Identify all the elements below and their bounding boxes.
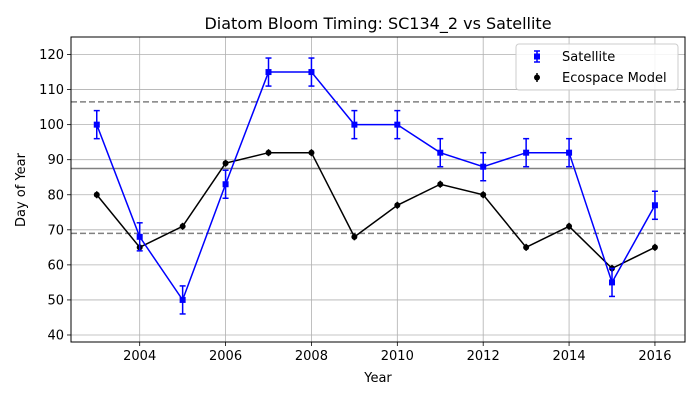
series-satellite xyxy=(93,57,658,315)
y-tick-label: 120 xyxy=(39,48,64,63)
x-tick-label: 2008 xyxy=(295,349,328,364)
data-point-circle xyxy=(351,233,358,240)
y-tick-label: 70 xyxy=(47,223,64,238)
data-point-square xyxy=(222,181,229,188)
data-point-circle xyxy=(93,191,100,198)
data-point-square xyxy=(566,149,573,156)
data-point-square xyxy=(523,149,530,156)
data-point-square xyxy=(308,69,315,76)
series-line xyxy=(96,151,656,270)
legend-item-ecospace-model: Ecospace Model xyxy=(534,71,667,86)
x-tick-label: 2006 xyxy=(209,349,242,364)
x-tick-label: 2004 xyxy=(123,349,156,364)
y-tick-label: 50 xyxy=(47,293,64,308)
y-tick-label: 60 xyxy=(47,258,64,273)
data-point-circle xyxy=(480,191,487,198)
x-axis-label: Year xyxy=(363,371,392,386)
x-axis-ticks: 2004 2006 2008 2010 2012 2014 2016 xyxy=(123,342,671,364)
data-point-circle xyxy=(179,223,186,230)
data-point-square xyxy=(179,296,186,303)
data-point-square xyxy=(609,279,616,286)
legend-label: Ecospace Model xyxy=(562,71,667,86)
data-point-square xyxy=(394,121,401,128)
y-axis-label: Day of Year xyxy=(14,152,29,227)
series-line xyxy=(96,71,656,302)
y-tick-label: 100 xyxy=(39,118,64,133)
x-tick-label: 2016 xyxy=(638,349,671,364)
data-point-circle xyxy=(566,223,573,230)
y-axis-ticks: 40 50 60 70 80 90 100 110 120 xyxy=(39,48,71,343)
legend: Satellite Ecospace Model xyxy=(515,43,679,91)
data-point-square xyxy=(437,149,444,156)
data-point-circle xyxy=(308,149,315,156)
reference-lines xyxy=(71,101,685,235)
series-layer xyxy=(93,57,658,315)
data-point-square xyxy=(136,233,143,240)
data-point-circle xyxy=(437,181,444,188)
legend-box xyxy=(515,43,679,91)
data-point-square xyxy=(265,69,272,76)
chart-title: Diatom Bloom Timing: SC134_2 vs Satellit… xyxy=(204,14,551,34)
plot-frame xyxy=(70,36,686,343)
data-point-square xyxy=(93,121,100,128)
y-tick-label: 90 xyxy=(47,153,64,168)
legend-marker-square xyxy=(534,53,540,60)
x-tick-label: 2010 xyxy=(381,349,414,364)
legend-label: Satellite xyxy=(562,50,615,65)
legend-item-satellite: Satellite xyxy=(534,50,615,65)
data-point-circle xyxy=(222,160,229,167)
legend-marker-circle xyxy=(534,74,540,81)
x-tick-label: 2012 xyxy=(467,349,500,364)
y-tick-label: 110 xyxy=(39,83,64,98)
data-point-circle xyxy=(265,149,272,156)
data-point-square xyxy=(351,121,358,128)
x-tick-label: 2014 xyxy=(553,349,586,364)
data-point-circle xyxy=(523,244,530,251)
data-point-square xyxy=(651,202,658,209)
data-point-circle xyxy=(394,202,401,209)
y-tick-label: 80 xyxy=(47,188,64,203)
data-point-circle xyxy=(651,244,658,251)
data-point-square xyxy=(480,163,487,170)
y-tick-label: 40 xyxy=(47,328,64,343)
